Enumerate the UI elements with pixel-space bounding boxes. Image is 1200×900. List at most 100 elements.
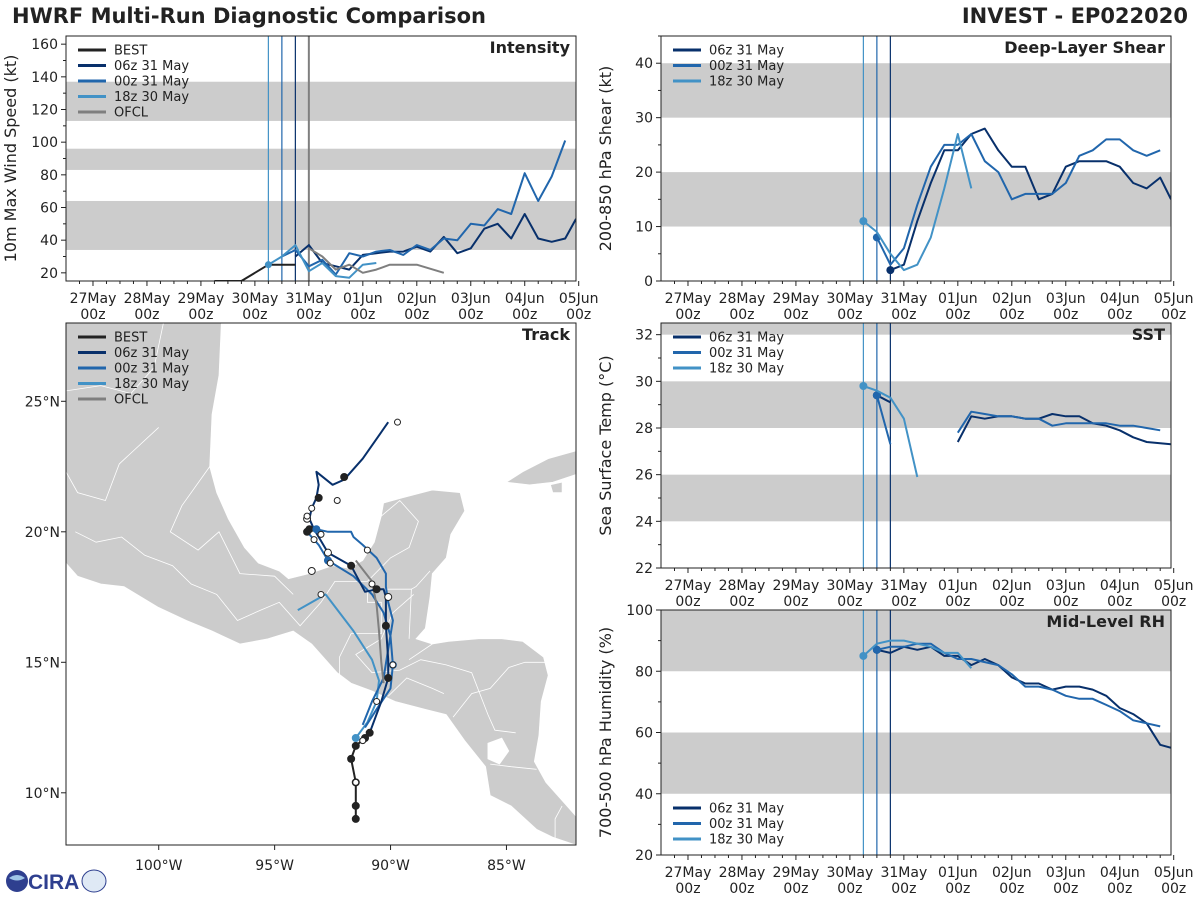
intensity-band xyxy=(66,148,576,170)
rh-xtick-label-date: 04Jun xyxy=(1100,865,1140,881)
rh-xtick-label-date: 01Jun xyxy=(938,865,978,881)
shear-series-06z-31-may xyxy=(890,127,1171,272)
costa-rica-border xyxy=(490,763,537,770)
track-xtick-label: 100°W xyxy=(135,858,183,874)
intensity-xtick-label-date: 05Jun xyxy=(559,291,599,307)
shear-xtick-label-hour: 00z xyxy=(1107,307,1132,323)
track-ofcl xyxy=(355,559,385,684)
intensity-band xyxy=(66,81,576,121)
forecast-track-point xyxy=(384,673,393,682)
sst-xtick-label-hour: 00z xyxy=(945,594,970,610)
shear-series-group xyxy=(859,127,1171,275)
sst-xtick-label-date: 27May xyxy=(665,578,712,594)
rh-xtick-label-date: 02Jun xyxy=(992,865,1032,881)
sst-xtick-label-date: 01Jun xyxy=(938,578,978,594)
forecast-daily-marker xyxy=(359,737,367,745)
forecast-track-point xyxy=(323,548,332,557)
rh-ytick-label: 20 xyxy=(635,848,653,864)
intensity-series-ofcl xyxy=(308,247,445,274)
sst-xtick-label-date: 28May xyxy=(719,578,766,594)
cira-globe-icon xyxy=(6,870,28,892)
rh-series-06z-31-may xyxy=(876,645,1171,749)
sst-xtick-label-date: 02Jun xyxy=(992,578,1032,594)
rh-xtick-label-date: 31May xyxy=(880,865,927,881)
intensity-panel-title: Intensity xyxy=(490,38,571,57)
rh-xtick-label-hour: 00z xyxy=(1161,881,1186,897)
sst-xtick-label-date: 30May xyxy=(827,578,874,594)
forecast-track-point xyxy=(312,525,321,534)
intensity-series-00z-31-may xyxy=(281,140,567,276)
shear-xtick-label-date: 05Jun xyxy=(1154,291,1194,307)
legend-label: 18z 30 May xyxy=(709,75,784,90)
rh-init-marker xyxy=(859,651,868,660)
intensity-xtick-label-hour: 00z xyxy=(188,307,213,323)
sst-frame xyxy=(660,322,1172,569)
track-xtick-label: 90°W xyxy=(371,858,410,874)
sst-xtick-label-hour: 00z xyxy=(729,594,754,610)
intensity-ytick-label: 100 xyxy=(31,135,58,151)
sst-xtick-label-hour: 00z xyxy=(891,594,916,610)
shear-xtick-label-hour: 00z xyxy=(837,307,862,323)
sst-ytick-label: 28 xyxy=(635,421,653,437)
legend-label: 06z 31 May xyxy=(114,346,189,361)
rh-xtick-label-hour: 00z xyxy=(1107,881,1132,897)
sst-panel-title: SST xyxy=(1132,325,1165,344)
sst-xtick-label-date: 31May xyxy=(880,578,927,594)
best-track-point xyxy=(365,728,374,737)
sst-xtick-label-hour: 00z xyxy=(783,594,808,610)
legend-label: 18z 30 May xyxy=(709,362,784,377)
intensity-panel: 2040608010012014016027May00z28May00z29Ma… xyxy=(1,35,599,323)
legend-label: 06z 31 May xyxy=(709,331,784,346)
track-lines-layer xyxy=(297,418,401,823)
sst-xtick-label-hour: 00z xyxy=(999,594,1024,610)
forecast-daily-marker xyxy=(389,661,397,669)
intensity-xtick-label-date: 29May xyxy=(178,291,225,307)
rh-xtick-label-hour: 00z xyxy=(783,881,808,897)
shear-series-00z-31-may xyxy=(876,133,1161,266)
rh-xtick-label-hour: 00z xyxy=(1053,881,1078,897)
legend-label: 00z 31 May xyxy=(709,59,784,74)
rh-xtick-label-date: 03Jun xyxy=(1046,865,1086,881)
shear-init-marker xyxy=(886,266,895,275)
legend-label: BEST xyxy=(114,331,147,346)
shear-ytick-label: 30 xyxy=(635,111,653,127)
shear-panel: 01020304027May00z28May00z29May00z30May00… xyxy=(596,35,1194,323)
intensity-ylabel: 10m Max Wind Speed (kt) xyxy=(1,55,20,263)
forecast-track-point xyxy=(372,585,381,594)
intensity-xtick-label-date: 28May xyxy=(124,291,171,307)
central-america-province-borders xyxy=(355,594,516,734)
intensity-xtick-label-date: 31May xyxy=(285,291,332,307)
best-track-point xyxy=(347,754,356,763)
intensity-init-marker xyxy=(264,261,272,269)
legend-label: 00z 31 May xyxy=(709,346,784,361)
sst-init-marker xyxy=(872,391,881,400)
track-ytick-label: 10°N xyxy=(25,786,60,802)
sst-series-18z-30-may xyxy=(863,385,919,478)
sst-series-group xyxy=(859,382,1171,478)
shear-xtick-label-date: 29May xyxy=(773,291,820,307)
intensity-xtick-label-hour: 00z xyxy=(134,307,159,323)
intensity-xtick-label-date: 02Jun xyxy=(397,291,437,307)
intensity-xtick-label-hour: 00z xyxy=(458,307,483,323)
intensity-ytick-label: 80 xyxy=(40,168,58,184)
track-map-panel: 100°W 95°W 90°W 85°W 10°N 15°N 20°N 25°N Track BE… xyxy=(25,322,577,874)
track-ytick-label: 15°N xyxy=(25,655,60,671)
rh-ytick-label: 60 xyxy=(635,726,653,742)
rh-panel-title: Mid-Level RH xyxy=(1046,612,1165,631)
intensity-xtick-label-hour: 00z xyxy=(296,307,321,323)
forecast-daily-marker xyxy=(326,559,334,567)
intensity-ytick-label: 40 xyxy=(40,233,58,249)
sst-xtick-label-date: 29May xyxy=(773,578,820,594)
shear-band xyxy=(661,63,1171,118)
cira-logo: CIRA xyxy=(6,869,107,894)
shear-ytick-label: 0 xyxy=(644,274,653,290)
legend-label: 06z 31 May xyxy=(114,59,189,74)
shear-xtick-label-date: 02Jun xyxy=(992,291,1032,307)
intensity-xtick-label-date: 03Jun xyxy=(451,291,491,307)
legend-label: 00z 31 May xyxy=(114,362,189,377)
best-track-point xyxy=(351,741,360,750)
forecast-track-point xyxy=(347,561,356,570)
forecast-daily-marker xyxy=(373,697,381,705)
mexico-state-borders xyxy=(75,499,419,627)
shear-panel-title: Deep-Layer Shear xyxy=(1004,38,1165,57)
